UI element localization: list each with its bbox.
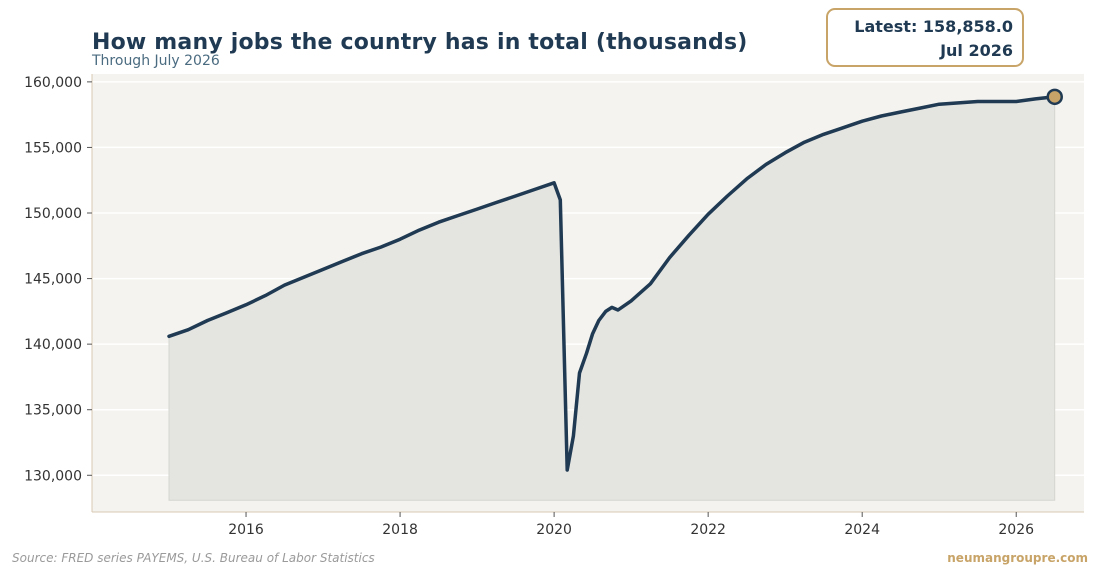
x-tick-label: 2018	[382, 522, 418, 538]
x-tick-label: 2022	[690, 522, 726, 538]
source-note: Source: FRED series PAYEMS, U.S. Bureau …	[12, 551, 375, 565]
x-tick-label: 2026	[998, 522, 1034, 538]
y-tick-label: 160,000	[24, 75, 82, 91]
latest-date-text: Jul 2026	[940, 41, 1013, 60]
brand-link[interactable]: neumangroupre.com	[947, 551, 1088, 565]
x-tick-label: 2016	[228, 522, 264, 538]
y-tick-label: 130,000	[24, 468, 82, 484]
x-axis-ticks: 2016 2018 2020 2022 2024 2026	[228, 512, 1034, 538]
latest-point-marker	[1046, 88, 1063, 106]
latest-value-callout: Latest: 158,858.0 Jul 2026	[826, 8, 1024, 67]
chart-title: How many jobs the country has in total (…	[92, 30, 748, 55]
y-tick-label: 140,000	[24, 337, 82, 353]
chart-subtitle: Through July 2026	[92, 53, 220, 69]
latest-value-text: Latest: 158,858.0	[854, 17, 1013, 36]
x-tick-label: 2020	[536, 522, 572, 538]
x-tick-label: 2024	[844, 522, 880, 538]
y-tick-label: 145,000	[24, 272, 82, 288]
y-tick-label: 155,000	[24, 140, 82, 156]
y-axis-ticks: 130,000 135,000 140,000 145,000 150,000 155,0…	[24, 75, 92, 484]
y-tick-label: 135,000	[24, 403, 82, 419]
y-tick-label: 150,000	[24, 206, 82, 222]
series-line	[167, 95, 1057, 472]
